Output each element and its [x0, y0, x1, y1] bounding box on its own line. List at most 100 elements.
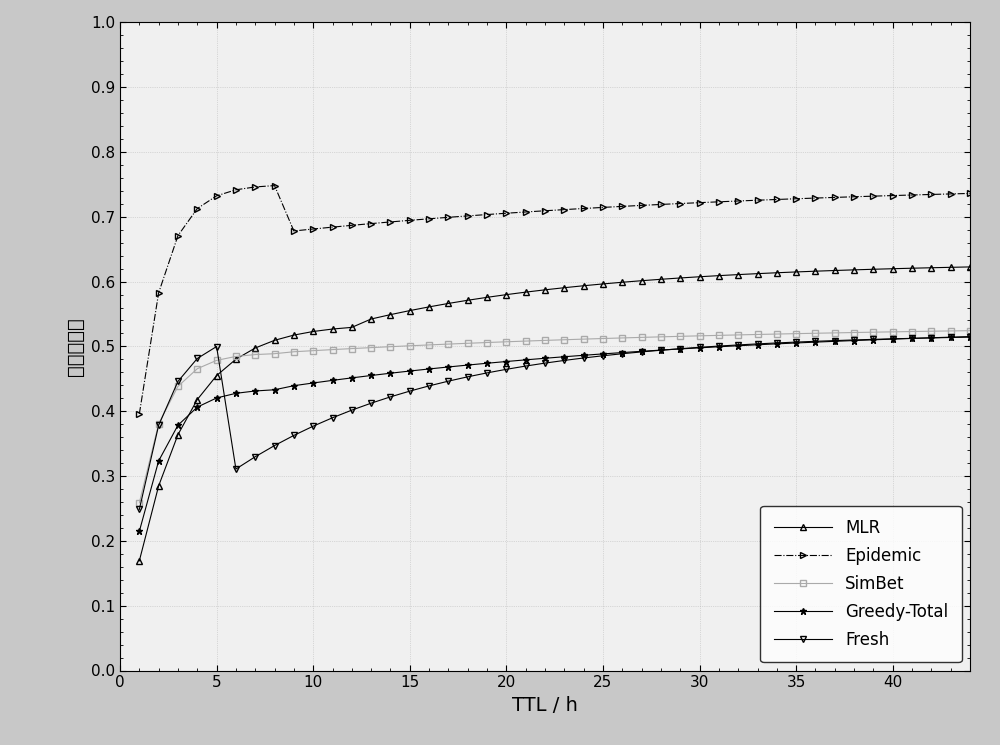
- MLR: [481, 293, 493, 302]
- Epidemic: [172, 231, 184, 240]
- SimBet: [829, 329, 841, 337]
- Greedy-Total: [732, 341, 744, 350]
- Greedy-Total: [346, 373, 358, 382]
- Greedy-Total: [326, 376, 338, 385]
- MLR: [539, 285, 551, 294]
- MLR: [288, 331, 300, 340]
- MLR: [790, 267, 802, 276]
- Epidemic: [906, 191, 918, 200]
- Epidemic: [636, 201, 648, 210]
- Epidemic: [230, 186, 242, 194]
- Fresh: [713, 342, 725, 351]
- SimBet: [172, 382, 184, 391]
- Epidemic: [713, 197, 725, 206]
- Epidemic: [578, 204, 590, 213]
- MLR: [172, 430, 184, 439]
- Fresh: [211, 342, 223, 351]
- Greedy-Total: [790, 338, 802, 347]
- MLR: [326, 325, 338, 334]
- Greedy-Total: [616, 348, 628, 357]
- Epidemic: [462, 212, 474, 221]
- MLR: [442, 299, 454, 308]
- MLR: [578, 282, 590, 291]
- SimBet: [578, 335, 590, 343]
- Fresh: [346, 406, 358, 415]
- MLR: [597, 279, 609, 288]
- Epidemic: [133, 410, 145, 419]
- Epidemic: [249, 183, 261, 191]
- Epidemic: [539, 206, 551, 215]
- SimBet: [520, 337, 532, 346]
- Epidemic: [500, 209, 512, 218]
- SimBet: [384, 342, 396, 351]
- Fresh: [172, 377, 184, 386]
- Fresh: [481, 369, 493, 378]
- MLR: [732, 270, 744, 279]
- MLR: [925, 263, 937, 272]
- SimBet: [809, 329, 821, 337]
- Greedy-Total: [269, 385, 281, 394]
- SimBet: [230, 352, 242, 361]
- Greedy-Total: [752, 340, 764, 349]
- MLR: [346, 323, 358, 332]
- MLR: [249, 343, 261, 352]
- Greedy-Total: [964, 332, 976, 341]
- Fresh: [191, 354, 203, 363]
- MLR: [462, 296, 474, 305]
- Fresh: [153, 421, 165, 430]
- Fresh: [945, 333, 957, 342]
- Greedy-Total: [906, 334, 918, 343]
- Epidemic: [674, 199, 686, 208]
- MLR: [906, 264, 918, 273]
- Epidemic: [809, 194, 821, 203]
- MLR: [713, 271, 725, 280]
- Line: SimBet: SimBet: [136, 327, 973, 507]
- SimBet: [365, 343, 377, 352]
- Fresh: [867, 335, 879, 344]
- MLR: [230, 355, 242, 364]
- Epidemic: [597, 203, 609, 212]
- MLR: [829, 266, 841, 275]
- MLR: [752, 269, 764, 278]
- Fresh: [500, 365, 512, 374]
- MLR: [636, 276, 648, 285]
- SimBet: [616, 334, 628, 343]
- MLR: [153, 481, 165, 490]
- SimBet: [191, 364, 203, 373]
- SimBet: [790, 329, 802, 338]
- SimBet: [269, 349, 281, 358]
- SimBet: [945, 326, 957, 335]
- Fresh: [829, 336, 841, 345]
- SimBet: [288, 347, 300, 356]
- Greedy-Total: [636, 347, 648, 356]
- Greedy-Total: [191, 402, 203, 411]
- Epidemic: [790, 194, 802, 203]
- Line: Fresh: Fresh: [136, 334, 973, 513]
- Fresh: [230, 465, 242, 474]
- Epidemic: [346, 221, 358, 229]
- SimBet: [558, 335, 570, 344]
- Y-axis label: 传递成功率: 传递成功率: [66, 317, 85, 375]
- MLR: [809, 267, 821, 276]
- MLR: [771, 268, 783, 277]
- Epidemic: [520, 208, 532, 217]
- MLR: [500, 290, 512, 299]
- Fresh: [674, 344, 686, 353]
- Greedy-Total: [867, 335, 879, 344]
- Greedy-Total: [365, 371, 377, 380]
- SimBet: [462, 339, 474, 348]
- SimBet: [732, 331, 744, 340]
- Greedy-Total: [539, 354, 551, 363]
- Fresh: [887, 335, 899, 343]
- Fresh: [578, 354, 590, 363]
- SimBet: [887, 327, 899, 336]
- Fresh: [384, 393, 396, 402]
- Fresh: [133, 505, 145, 514]
- Greedy-Total: [520, 355, 532, 364]
- Fresh: [558, 356, 570, 365]
- Epidemic: [732, 197, 744, 206]
- Epidemic: [887, 191, 899, 200]
- SimBet: [404, 341, 416, 350]
- Greedy-Total: [848, 336, 860, 345]
- Line: MLR: MLR: [136, 264, 973, 565]
